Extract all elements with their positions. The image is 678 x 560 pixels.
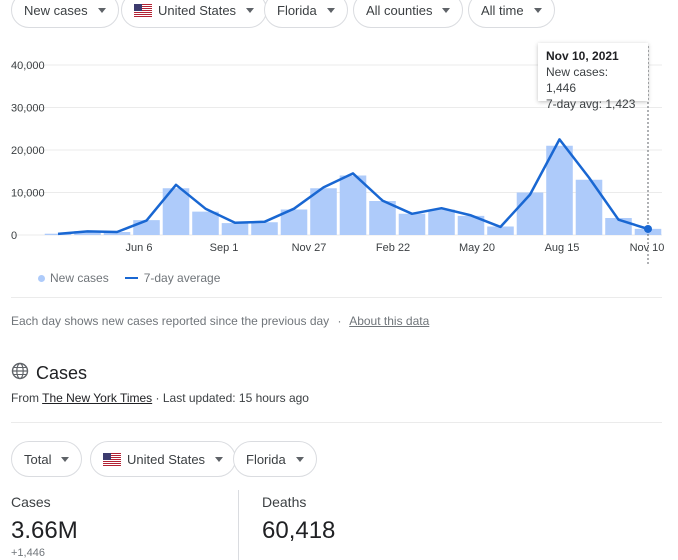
tooltip-date: Nov 10, 2021: [546, 49, 619, 63]
x-axis-ticks: Jun 6 Sep 1 Nov 27 Feb 22 May 20 Aug 15 Nov 10: [126, 242, 665, 254]
deaths-stat-label: Deaths: [262, 494, 307, 510]
county-filter-chip[interactable]: All counties: [353, 0, 464, 28]
time-filter-label: All time: [481, 2, 524, 18]
deaths-stat-value: 60,418: [262, 517, 336, 544]
seven-day-average-series: [57, 138, 649, 236]
new-cases-legend-dot: [38, 274, 45, 282]
x-tick-label: May 20: [459, 242, 495, 254]
y-axis-ticks: 40,000 30,000 20,000 10,000 0: [11, 60, 45, 242]
metric-filter-chip[interactable]: New cases: [11, 0, 119, 28]
new-cases-bar: [428, 209, 455, 235]
new-cases-bar: [516, 192, 544, 235]
y-tick-label: 40,000: [11, 60, 45, 72]
bottom-country-label: United States: [127, 451, 206, 467]
y-tick-label: 20,000: [11, 145, 45, 157]
hover-point: [644, 224, 652, 233]
state-filter-label: Florida: [277, 2, 317, 18]
bottom-state-filter-chip[interactable]: Florida: [233, 441, 317, 477]
x-tick-label: Aug 15: [545, 242, 580, 254]
new-cases-bar: [546, 145, 573, 235]
source-line: From The New York Times · Last updated: …: [11, 391, 309, 405]
new-cases-bar: [221, 223, 249, 235]
new-cases-bar: [398, 213, 426, 235]
divider: [11, 422, 662, 423]
us-flag-icon: [103, 452, 121, 466]
us-flag-icon: [134, 3, 152, 17]
new-cases-bar: [133, 220, 160, 235]
chevron-down-icon: [246, 7, 255, 13]
new-cases-bar: [339, 175, 367, 235]
average-legend-line: [124, 277, 138, 279]
state-filter-chip[interactable]: Florida: [264, 0, 348, 28]
y-tick-label: 30,000: [11, 103, 45, 115]
type-filter-chip[interactable]: Total: [11, 441, 83, 477]
country-filter-chip[interactable]: United States: [121, 0, 268, 28]
x-tick-label: Nov 10: [630, 242, 665, 254]
y-tick-label: 10,000: [11, 188, 45, 200]
y-tick-label: 0: [11, 230, 17, 242]
cases-stat-label: Cases: [11, 494, 51, 510]
new-cases-bar: [575, 179, 603, 235]
new-cases-bars: [44, 145, 662, 235]
cases-stat-delta: +1,446: [11, 547, 45, 559]
source-link[interactable]: The New York Times: [42, 391, 153, 405]
hover-cursor: [644, 46, 652, 264]
cases-section-title: Cases: [11, 362, 87, 385]
last-updated: · Last updated: 15 hours ago: [155, 391, 309, 405]
bottom-state-label: Florida: [246, 451, 286, 467]
x-tick-label: Nov 27: [292, 242, 327, 254]
chart-tooltip: Nov 10, 2021 New cases: 1,446 7-day avg:…: [538, 43, 648, 111]
country-filter-label: United States: [158, 2, 237, 18]
cases-title-text: Cases: [36, 363, 88, 383]
legend-new-cases: New cases: [50, 271, 109, 285]
metric-filter-label: New cases: [24, 2, 88, 18]
seven-day-average-line: [57, 138, 649, 236]
chevron-down-icon: [97, 7, 106, 13]
bottom-country-filter-chip[interactable]: United States: [90, 441, 237, 477]
x-tick-label: Jun 6: [126, 242, 153, 254]
cases-stat-value: 3.66M: [11, 517, 78, 544]
county-filter-label: All counties: [366, 2, 433, 18]
source-prefix: From: [11, 391, 39, 405]
stats-divider: [238, 490, 239, 560]
new-cases-bar: [103, 232, 131, 235]
new-cases-bar: [192, 211, 219, 235]
note-text: Each day shows new cases reported since …: [11, 314, 330, 328]
new-cases-bar: [369, 201, 396, 235]
legend-average: 7-day average: [143, 271, 221, 285]
new-cases-chart[interactable]: 40,000 30,000 20,000 10,000 0 Jun 6 Sep 1 Nov …: [0, 36, 678, 266]
tooltip-new-cases: New cases: 1,446: [546, 65, 609, 95]
data-note: Each day shows new cases reported since …: [11, 314, 429, 328]
chevron-down-icon: [295, 456, 304, 462]
about-data-link[interactable]: About this data: [349, 314, 430, 328]
tooltip-average: 7-day avg: 1,423: [546, 97, 636, 111]
type-filter-label: Total: [24, 451, 52, 467]
globe-icon: [11, 362, 29, 385]
chevron-down-icon: [533, 7, 542, 13]
chart-legend: New cases 7-day average: [38, 271, 220, 285]
new-cases-bar: [44, 233, 72, 235]
x-tick-label: Feb 22: [376, 242, 410, 254]
new-cases-bar: [251, 222, 278, 235]
chevron-down-icon: [326, 7, 335, 13]
chevron-down-icon: [215, 456, 224, 462]
new-cases-bar: [487, 226, 514, 235]
note-separator: ·: [337, 314, 342, 328]
time-filter-chip[interactable]: All time: [468, 0, 555, 28]
divider: [11, 297, 662, 298]
new-cases-bar: [310, 188, 337, 235]
chevron-down-icon: [442, 7, 451, 13]
x-tick-label: Sep 1: [210, 242, 239, 254]
new-cases-bar: [74, 231, 101, 235]
new-cases-bar: [457, 215, 485, 235]
chevron-down-icon: [61, 456, 70, 462]
